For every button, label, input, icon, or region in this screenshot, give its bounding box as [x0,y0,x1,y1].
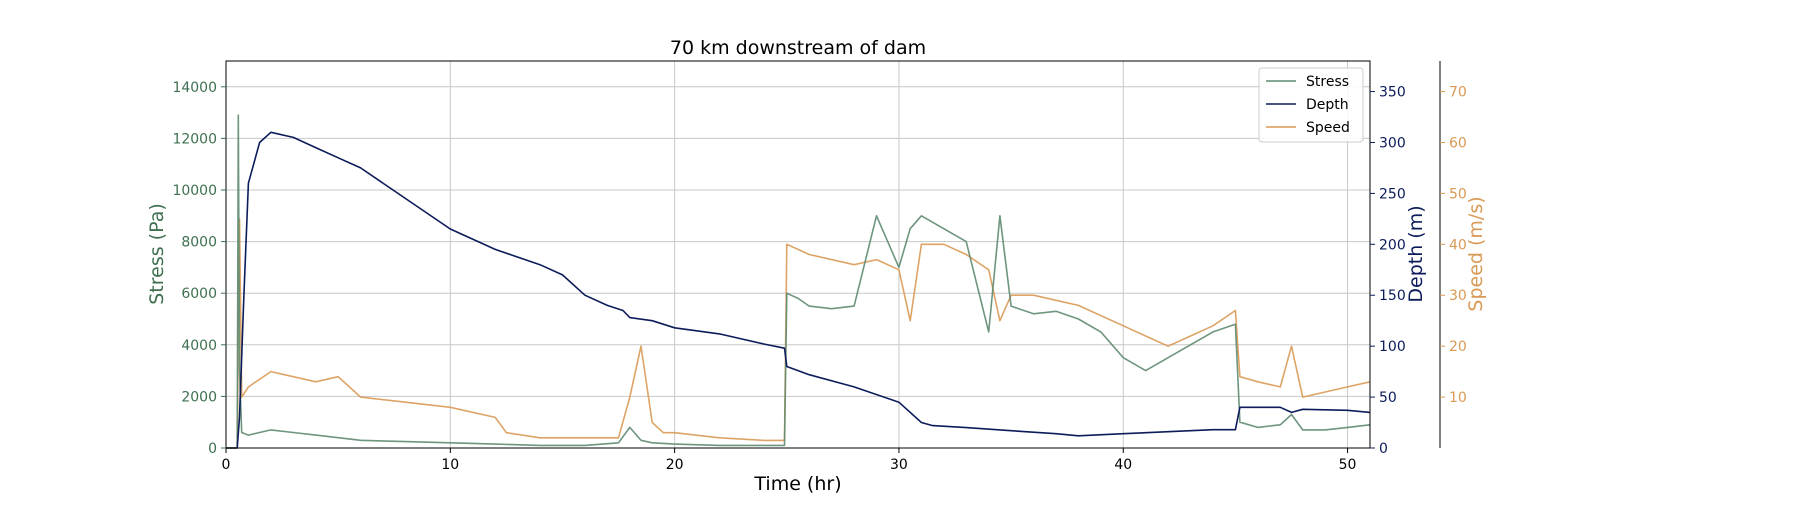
depth-tick-label: 50 [1379,390,1397,406]
speed-tick-label: 40 [1449,237,1467,253]
speed-axis-label: Speed (m/s) [1465,196,1487,311]
depth-tick-label: 300 [1379,135,1406,151]
stress-tick-label: 10000 [172,183,217,199]
stress-tick-label: 0 [208,441,217,457]
legend-stress-label: Stress [1306,74,1349,90]
x-tick-label: 0 [222,457,231,473]
stress-tick-label: 12000 [172,131,217,147]
stress-tick-label: 8000 [181,235,217,251]
stress-axis-label: Stress (Pa) [146,203,168,305]
depth-tick-label: 150 [1379,288,1406,304]
speed-tick-label: 70 [1449,85,1467,101]
legend-box [1258,67,1364,143]
speed-tick-label: 30 [1449,288,1467,304]
x-tick-label: 50 [1339,457,1357,473]
stress-tick-label: 14000 [172,80,217,96]
x-tick-label: 40 [1114,457,1132,473]
speed-tick-label: 60 [1449,135,1467,151]
depth-series-line [226,131,1371,449]
stress-tick-label: 2000 [181,389,217,405]
legend: Stress Depth Speed [1258,67,1364,143]
series-layer [226,114,1371,449]
depth-tick-label: 250 [1379,186,1406,202]
depth-tick-label: 0 [1379,441,1388,457]
stress-series-line [226,114,1371,449]
legend-depth-label: Depth [1306,97,1349,113]
legend-speed-label: Speed [1306,120,1350,136]
depth-axis-label: Depth (m) [1405,205,1427,302]
speed-series-line [226,218,1371,449]
stress-tick-label: 6000 [181,286,217,302]
depth-tick-label: 100 [1379,339,1406,355]
plot-frame [225,60,1371,449]
x-tick-label: 10 [441,457,459,473]
x-tick-label: 20 [666,457,684,473]
x-tick-label: 30 [890,457,908,473]
chart-title: 70 km downstream of dam [670,37,926,59]
depth-tick-label: 200 [1379,237,1406,253]
x-axis-label: Time (hr) [753,473,841,495]
speed-tick-label: 50 [1449,186,1467,202]
speed-tick-label: 20 [1449,339,1467,355]
speed-tick-label: 10 [1449,390,1467,406]
stress-tick-label: 4000 [181,338,217,354]
axis-layer: 0 10 20 30 40 5002000400060008000100001200014… [172,61,1467,473]
depth-tick-label: 350 [1379,85,1406,101]
